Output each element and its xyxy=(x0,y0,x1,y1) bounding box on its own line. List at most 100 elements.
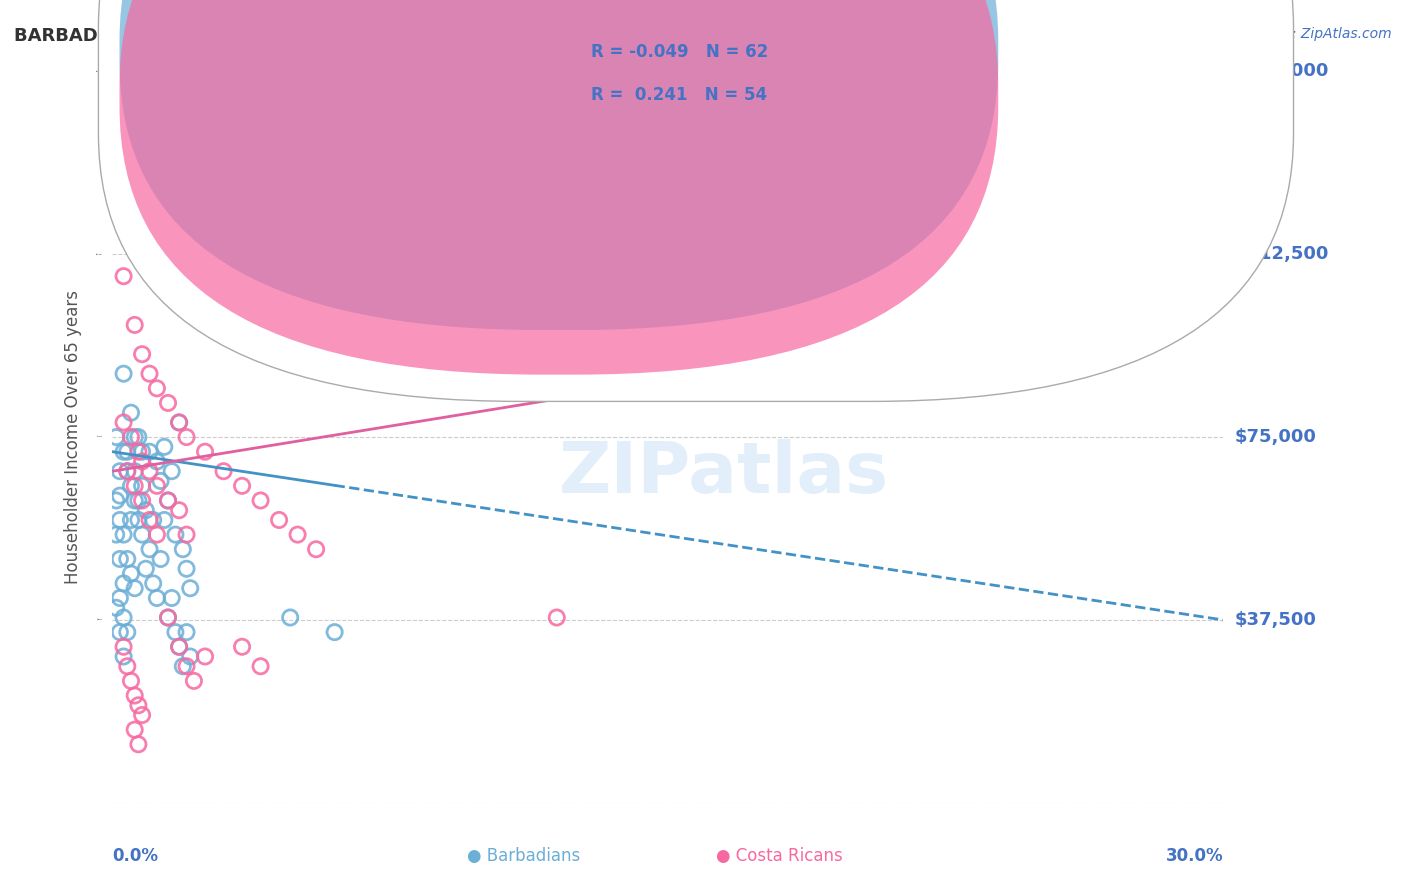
Point xyxy=(117,444,139,458)
Point xyxy=(305,542,328,557)
Point xyxy=(149,552,172,566)
Point xyxy=(142,576,165,591)
Point xyxy=(131,444,153,458)
Point xyxy=(127,430,149,444)
Point xyxy=(120,406,142,420)
Point xyxy=(146,381,169,395)
Point xyxy=(231,640,253,654)
Point xyxy=(249,493,271,508)
Point xyxy=(172,659,194,673)
Point xyxy=(157,610,180,624)
Point xyxy=(117,659,139,673)
Point xyxy=(212,464,235,478)
Point xyxy=(127,698,149,713)
Point xyxy=(146,591,169,605)
Point xyxy=(127,737,149,751)
Point xyxy=(194,444,217,458)
Point xyxy=(131,479,153,493)
Point xyxy=(131,454,153,468)
Point xyxy=(131,347,153,361)
Point xyxy=(176,562,198,576)
Point xyxy=(117,211,139,225)
Point xyxy=(108,552,131,566)
Point xyxy=(167,416,190,430)
Text: 30.0%: 30.0% xyxy=(1166,847,1223,864)
Text: $112,500: $112,500 xyxy=(1234,245,1329,263)
Point xyxy=(157,396,180,410)
Point xyxy=(105,527,128,541)
Point xyxy=(146,454,169,468)
Point xyxy=(471,367,494,381)
Point xyxy=(127,444,149,458)
Point xyxy=(124,318,146,332)
Point xyxy=(120,430,142,444)
Y-axis label: Householder Income Over 65 years: Householder Income Over 65 years xyxy=(65,290,82,584)
Text: R =  0.241   N = 54: R = 0.241 N = 54 xyxy=(591,86,766,103)
Point xyxy=(160,464,183,478)
Point xyxy=(124,493,146,508)
Point xyxy=(127,513,149,527)
Point xyxy=(183,673,205,688)
Point xyxy=(179,649,201,664)
Point xyxy=(167,416,190,430)
Point xyxy=(112,640,135,654)
Point xyxy=(120,479,142,493)
Point xyxy=(105,493,128,508)
Point xyxy=(120,673,142,688)
Text: ZIPatlas: ZIPatlas xyxy=(558,439,889,508)
Point xyxy=(135,503,157,517)
Text: $37,500: $37,500 xyxy=(1234,611,1316,629)
Point xyxy=(157,610,180,624)
Point xyxy=(112,444,135,458)
Point xyxy=(124,479,146,493)
Point xyxy=(108,464,131,478)
Point xyxy=(165,625,187,640)
Point xyxy=(108,625,131,640)
Point xyxy=(157,493,180,508)
Point xyxy=(165,527,187,541)
Point xyxy=(120,513,142,527)
Point xyxy=(434,381,457,395)
Point xyxy=(142,513,165,527)
Point xyxy=(249,308,271,322)
Point xyxy=(138,513,160,527)
Point xyxy=(117,464,139,478)
Point xyxy=(157,493,180,508)
Point xyxy=(138,464,160,478)
Point xyxy=(146,527,169,541)
Point xyxy=(398,357,420,371)
Point xyxy=(112,610,135,624)
Point xyxy=(117,464,139,478)
Point xyxy=(194,649,217,664)
Point xyxy=(212,161,235,176)
Point xyxy=(105,600,128,615)
Point xyxy=(167,640,190,654)
Point xyxy=(124,430,146,444)
Point xyxy=(149,474,172,488)
Point xyxy=(172,542,194,557)
Point xyxy=(231,479,253,493)
Point xyxy=(112,649,135,664)
Point xyxy=(124,581,146,595)
Point xyxy=(124,689,146,703)
Point xyxy=(112,367,135,381)
Point xyxy=(167,503,190,517)
Point xyxy=(112,269,135,284)
Point xyxy=(138,367,160,381)
Point xyxy=(546,347,568,361)
Point xyxy=(179,581,201,595)
Point xyxy=(112,527,135,541)
Point xyxy=(146,479,169,493)
Text: $75,000: $75,000 xyxy=(1234,428,1316,446)
Point xyxy=(160,591,183,605)
Point xyxy=(176,430,198,444)
Point xyxy=(267,513,291,527)
Point xyxy=(323,625,346,640)
Point xyxy=(153,513,176,527)
Text: ● Barbadians: ● Barbadians xyxy=(467,847,581,864)
Point xyxy=(131,493,153,508)
Point xyxy=(153,440,176,454)
Point xyxy=(112,576,135,591)
Text: R = -0.049   N = 62: R = -0.049 N = 62 xyxy=(591,43,768,61)
Point xyxy=(138,444,160,458)
